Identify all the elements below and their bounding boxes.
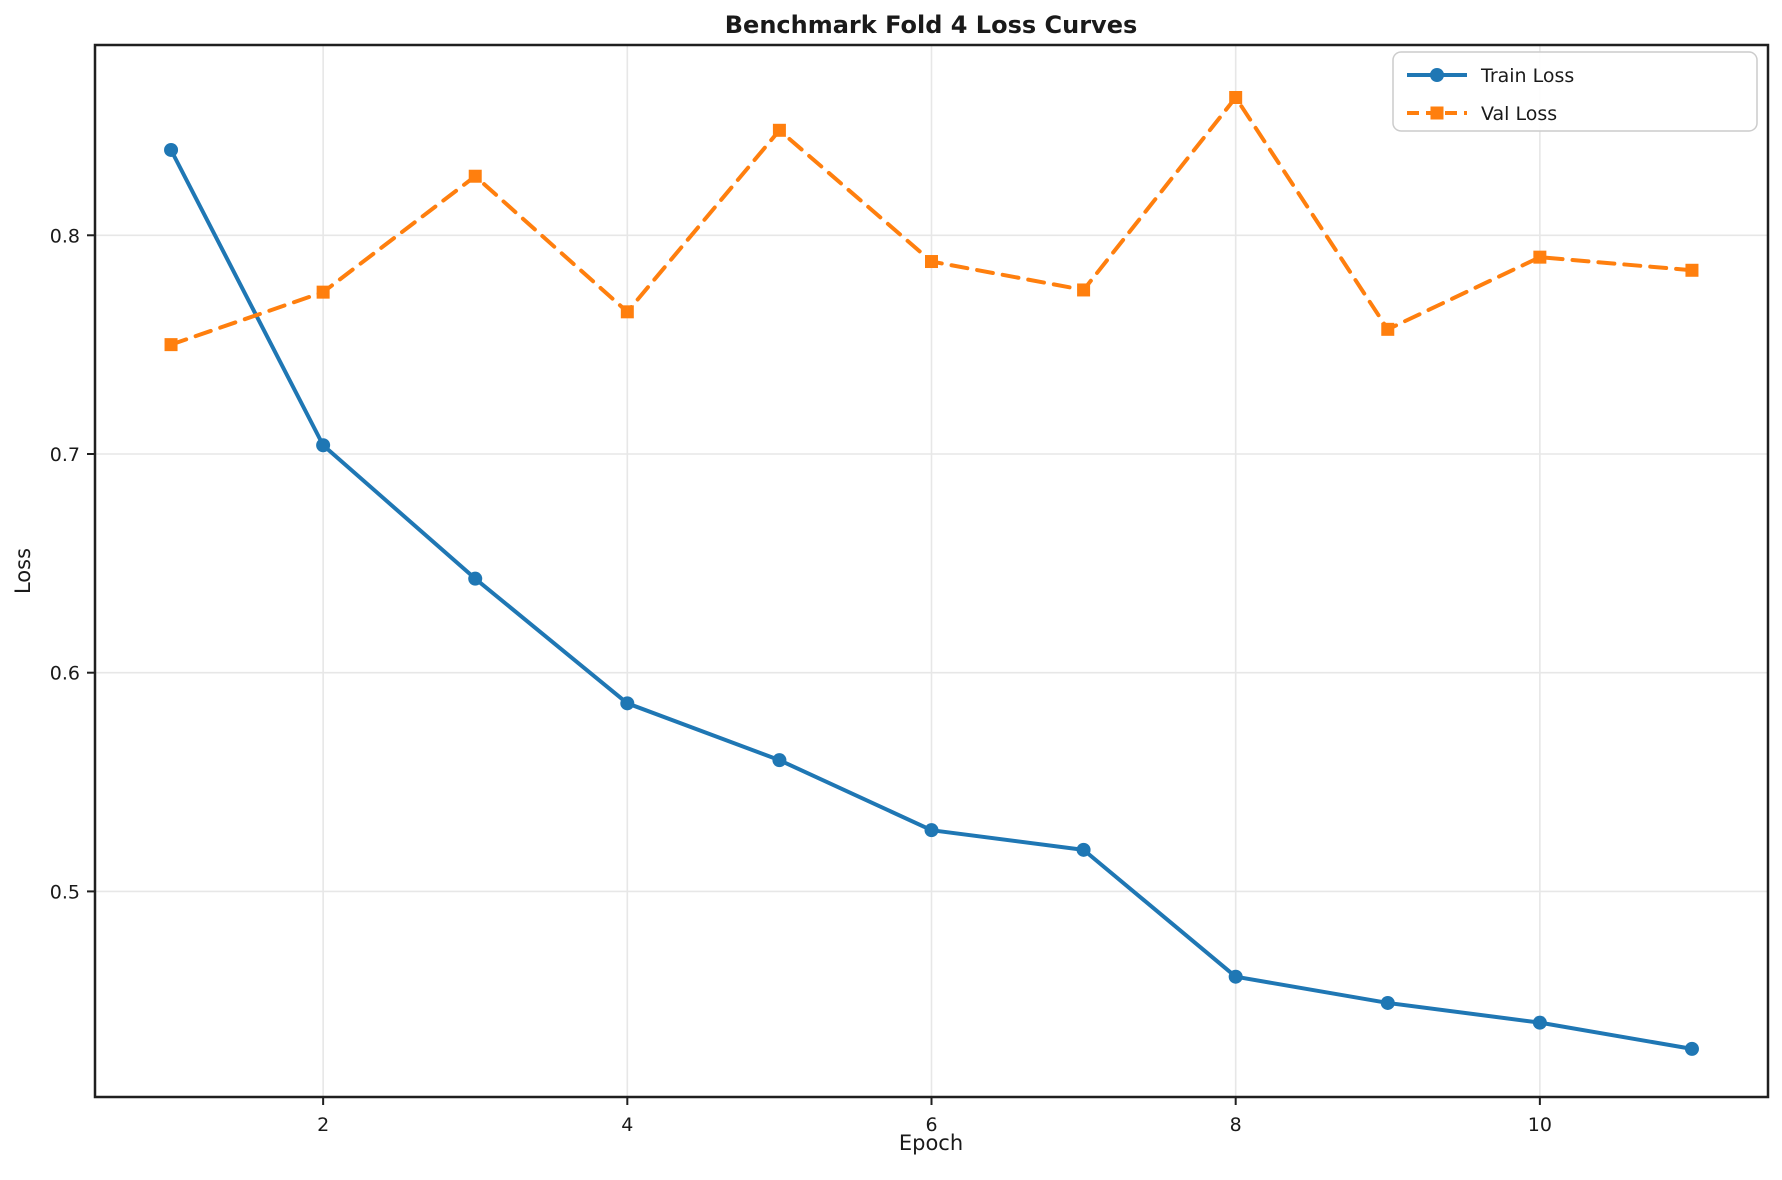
gridlines bbox=[95, 45, 1768, 1097]
plot-spines bbox=[93, 43, 1770, 1099]
y-tick-label: 0.5 bbox=[50, 881, 80, 903]
data-point-marker bbox=[1076, 842, 1091, 857]
data-point-marker bbox=[1532, 1015, 1547, 1030]
plot-border bbox=[93, 43, 1770, 1099]
x-tick-label: 4 bbox=[621, 1114, 633, 1136]
x-tick-label: 6 bbox=[925, 1114, 937, 1136]
axis-ticks: 2 4 6 8 10 0.5 0.6 0.7 0.8 bbox=[50, 225, 1552, 1136]
x-tick-label: 10 bbox=[1528, 1114, 1552, 1136]
data-point-marker bbox=[772, 123, 786, 137]
data-point-marker bbox=[164, 338, 178, 352]
data-point-marker bbox=[1228, 969, 1243, 984]
data-point-marker bbox=[1684, 1041, 1699, 1056]
x-tick-label: 8 bbox=[1230, 1114, 1242, 1136]
y-tick-label: 0.6 bbox=[50, 663, 80, 685]
data-point-marker bbox=[164, 142, 179, 157]
data-point-marker bbox=[1077, 283, 1091, 297]
data-point-marker bbox=[1685, 263, 1699, 277]
data-point-marker bbox=[316, 285, 330, 299]
legend-train-label: Train Loss bbox=[1480, 65, 1574, 87]
legend-val-label: Val Loss bbox=[1481, 103, 1557, 125]
legend-entry-val: Val Loss bbox=[1407, 103, 1557, 125]
data-point-marker bbox=[924, 823, 939, 838]
legend-entry-train: Train Loss bbox=[1407, 65, 1574, 87]
x-tick-label: 2 bbox=[317, 1114, 329, 1136]
data-point-marker bbox=[1380, 995, 1395, 1010]
data-point-marker bbox=[620, 696, 635, 711]
data-point-marker bbox=[620, 305, 634, 319]
data-point-marker bbox=[1229, 90, 1243, 104]
chart-title: Benchmark Fold 4 Loss Curves bbox=[725, 11, 1138, 39]
legend-train-marker-icon bbox=[1430, 68, 1444, 82]
data-point-marker bbox=[1381, 322, 1395, 336]
y-tick-label: 0.7 bbox=[50, 444, 80, 466]
y-tick-label: 0.8 bbox=[50, 225, 80, 247]
data-point-marker bbox=[316, 438, 331, 453]
x-axis-label: Epoch bbox=[899, 1131, 963, 1155]
data-point-marker bbox=[1533, 250, 1547, 264]
legend-val-marker-icon bbox=[1430, 106, 1444, 120]
data-point-marker bbox=[468, 169, 482, 183]
data-point-marker bbox=[925, 255, 938, 269]
series-lines bbox=[164, 90, 1699, 1056]
legend: Train Loss Val Loss bbox=[1392, 51, 1758, 132]
y-axis-label: Loss bbox=[11, 548, 35, 594]
data-point-marker bbox=[468, 571, 483, 586]
data-point-marker bbox=[772, 753, 787, 768]
legend-box bbox=[1392, 51, 1758, 132]
